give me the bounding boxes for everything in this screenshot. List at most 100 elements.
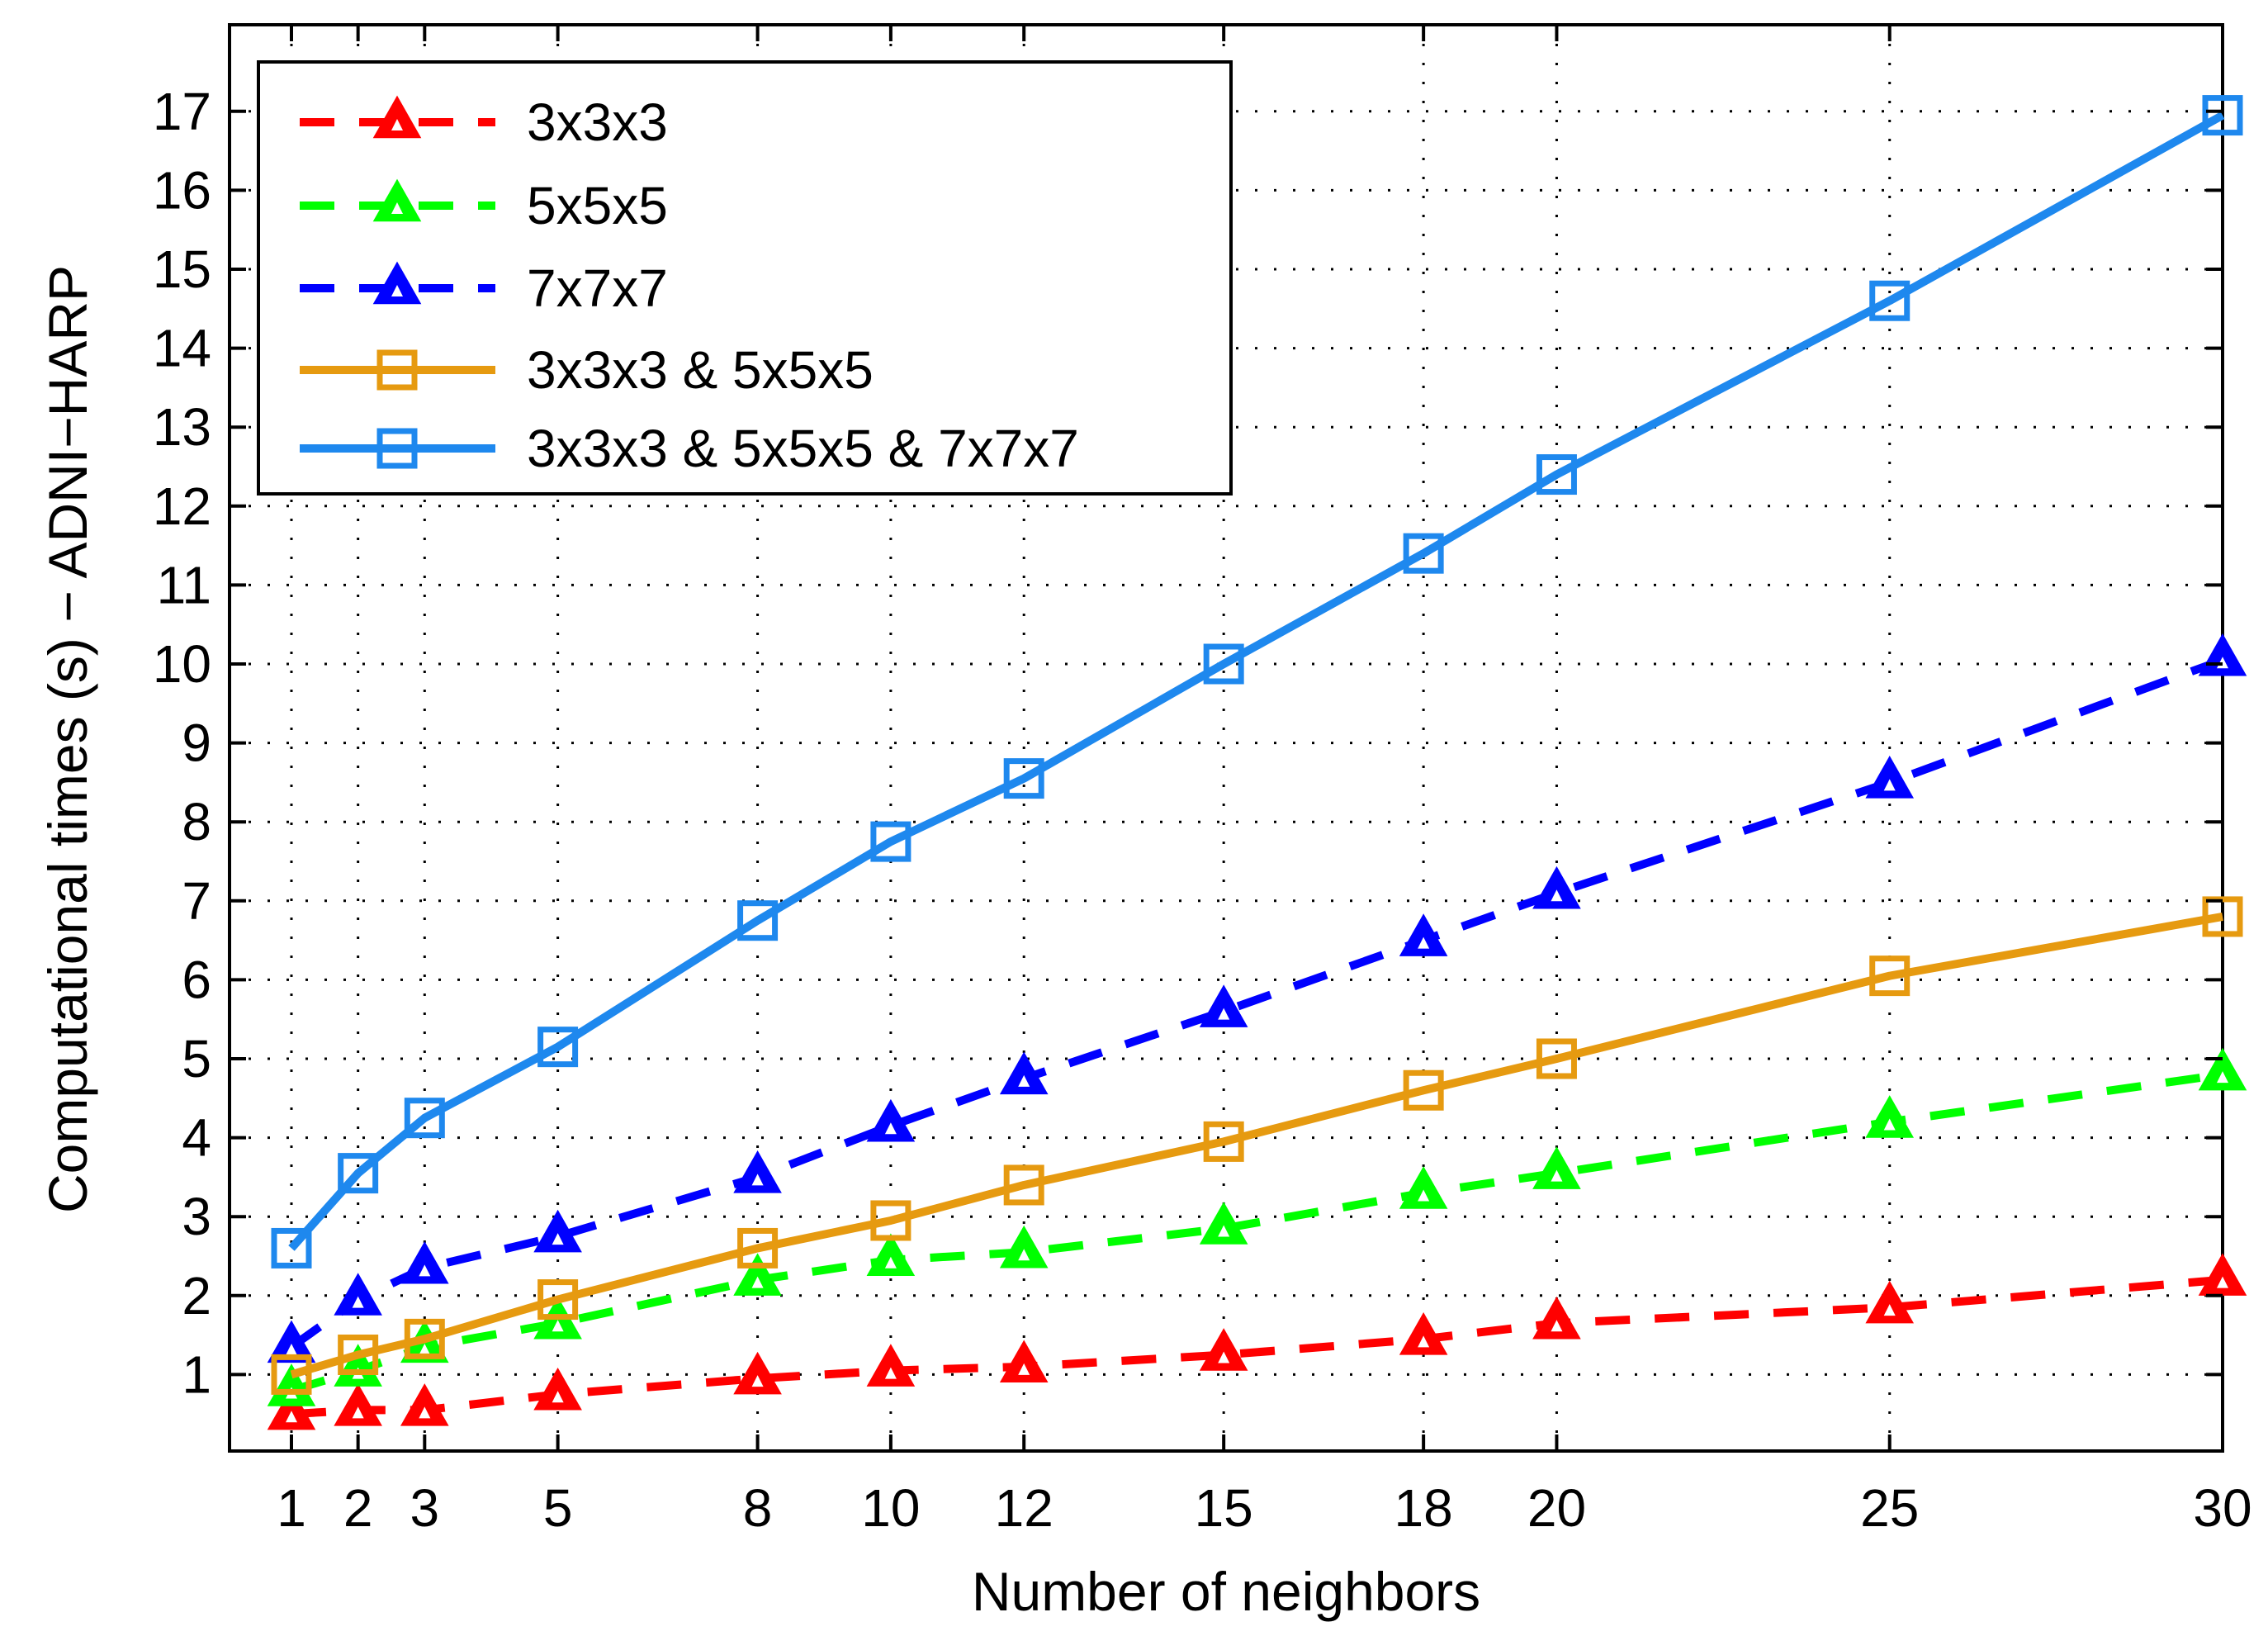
data-point xyxy=(737,900,779,941)
y-tick-label: 1 xyxy=(182,1344,211,1404)
legend: 3x3x3 5x5x5 7x7x7 3x3x3 & 5x5x5 3x3x3 & 5x5x… xyxy=(257,60,1233,496)
x-tick-label: 2 xyxy=(343,1478,373,1538)
data-point xyxy=(1865,756,1915,799)
data-point xyxy=(737,1227,779,1268)
series-3 xyxy=(271,896,2243,1395)
data-point xyxy=(1865,1095,1915,1138)
data-point-inner xyxy=(1551,1320,1563,1332)
data-point xyxy=(1199,984,1248,1027)
data-point xyxy=(2202,95,2243,136)
data-point-inner xyxy=(884,1367,897,1379)
y-axis-title: Computational times (s) − ADNI−HARP xyxy=(37,265,98,1213)
y-tick-label: 11 xyxy=(157,555,211,614)
x-tick-label: 30 xyxy=(2193,1478,2251,1538)
data-point xyxy=(866,1344,916,1387)
x-tick-label: 8 xyxy=(743,1478,773,1538)
data-point xyxy=(1869,280,1911,321)
y-tick-label: 10 xyxy=(153,634,211,694)
x-tick-label: 12 xyxy=(995,1478,1054,1538)
data-point xyxy=(533,1367,582,1411)
data-point xyxy=(334,1344,382,1387)
data-point xyxy=(1869,956,1911,997)
data-point xyxy=(334,1273,382,1316)
data-point-inner xyxy=(1418,1335,1430,1348)
legend-label: 3x3x3 & 5x5x5 & 7x7x7 xyxy=(527,419,1079,478)
legend-marker xyxy=(372,95,422,139)
data-point-inner xyxy=(286,1411,297,1423)
data-point-inner xyxy=(352,1296,364,1308)
y-tick-label: 14 xyxy=(153,319,211,378)
plot-frame xyxy=(228,23,2224,1453)
y-tick-label: 15 xyxy=(153,239,211,299)
x-tick-label: 18 xyxy=(1394,1478,1453,1538)
legend-marker xyxy=(372,178,422,222)
data-point xyxy=(866,1233,916,1276)
data-point xyxy=(999,1225,1049,1268)
data-point xyxy=(338,1335,379,1375)
x-tick-label: 3 xyxy=(410,1478,440,1538)
series-line xyxy=(290,912,2223,1379)
legend-marker-inner xyxy=(391,202,403,214)
legend-label: 3x3x3 xyxy=(527,92,668,152)
data-point-inner xyxy=(1018,1249,1030,1261)
data-point xyxy=(537,1027,579,1068)
data-point xyxy=(2198,1253,2247,1296)
data-point xyxy=(733,1150,782,1193)
data-point xyxy=(338,1153,379,1194)
data-point xyxy=(267,1363,316,1406)
data-point xyxy=(1536,1038,1577,1079)
data-point xyxy=(271,1354,312,1395)
data-point-inner xyxy=(552,1391,564,1403)
legend-entry: 5x5x5 xyxy=(300,176,668,235)
series-line xyxy=(288,111,2225,1251)
data-point xyxy=(400,1240,449,1284)
data-point xyxy=(1536,454,1577,496)
data-point-inner xyxy=(1018,1363,1030,1375)
data-point xyxy=(1399,1312,1448,1355)
legend-marker xyxy=(376,349,418,391)
series-2 xyxy=(267,633,2247,1363)
data-point xyxy=(1403,1069,1444,1111)
x-tick-label: 20 xyxy=(1527,1478,1586,1538)
legend-label: 7x7x7 xyxy=(527,258,668,318)
data-point-inner xyxy=(1218,1225,1230,1237)
data-point xyxy=(271,1227,312,1268)
x-tick-label: 1 xyxy=(277,1478,306,1538)
data-point-inner xyxy=(419,1264,431,1277)
data-point xyxy=(267,1387,316,1430)
data-point-inner xyxy=(751,1375,764,1387)
data-point xyxy=(1399,1166,1448,1209)
data-point-inner xyxy=(1218,1351,1230,1363)
data-point-inner xyxy=(1418,937,1430,949)
data-point-inner xyxy=(884,1256,897,1268)
y-tick-label: 9 xyxy=(182,714,211,773)
y-tick-label: 13 xyxy=(153,397,211,457)
x-axis-title: Number of neighbors xyxy=(972,1561,1480,1622)
data-point-inner xyxy=(1883,1304,1896,1316)
series-1 xyxy=(267,1047,2247,1406)
data-point xyxy=(404,1098,445,1139)
legend-entry: 3x3x3 xyxy=(300,92,668,152)
data-point xyxy=(1199,1328,1248,1371)
y-tick-label: 6 xyxy=(182,950,211,1009)
data-point xyxy=(1399,913,1448,956)
data-point-inner xyxy=(552,1320,564,1332)
data-point xyxy=(2198,1047,2247,1091)
data-point-inner xyxy=(884,1122,897,1135)
series-line xyxy=(289,656,2224,1351)
data-point xyxy=(1865,1280,1915,1324)
data-point-inner xyxy=(1218,1008,1230,1020)
data-point xyxy=(1003,758,1044,799)
legend-box xyxy=(257,60,1233,496)
data-point xyxy=(1532,1296,1581,1340)
legend-label: 5x5x5 xyxy=(527,176,668,235)
legend-entry: 7x7x7 xyxy=(300,258,668,318)
data-point-inner xyxy=(419,1406,431,1419)
data-point-inner xyxy=(2217,1071,2228,1084)
data-point xyxy=(866,1098,916,1142)
x-tick-label: 10 xyxy=(861,1478,920,1538)
series-0 xyxy=(267,1253,2247,1430)
data-point-inner xyxy=(1018,1074,1030,1087)
legend-marker-inner xyxy=(391,285,403,296)
